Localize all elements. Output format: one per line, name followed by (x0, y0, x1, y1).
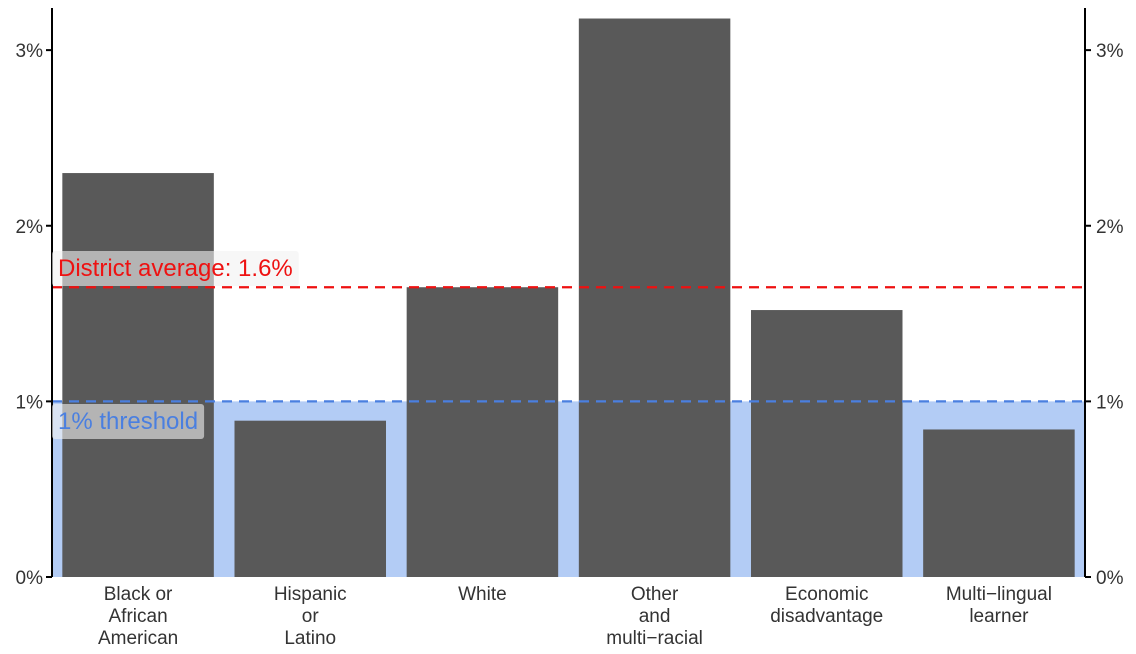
y-tick-label-right: 1% (1096, 392, 1124, 413)
bar (234, 420, 387, 577)
threshold-band (52, 401, 1085, 577)
bar (62, 173, 214, 577)
bar (923, 429, 1075, 577)
x-tick-label: Multi−lingual learner (946, 584, 1052, 627)
x-tick-label: Other and multi−racial (606, 584, 703, 649)
x-tick-label: Hispanic or Latino (274, 584, 347, 649)
x-tick-label: Economic disadvantage (770, 584, 883, 627)
x-tick-label: White (458, 584, 507, 605)
district-average-label: District average: 1.6% (58, 255, 293, 282)
bar (406, 287, 559, 577)
bar (578, 18, 731, 577)
threshold-label: 1% threshold (58, 408, 198, 435)
y-tick-label-right: 3% (1096, 41, 1124, 62)
x-tick-label: Black or African American (98, 584, 178, 649)
y-tick-label-left: 0% (16, 568, 44, 589)
y-tick-label-left: 3% (16, 41, 44, 62)
annotations-group: District average: 1.6% 1% threshold (52, 251, 299, 439)
threshold-label-bg (52, 404, 205, 439)
y-tick-label-left: 1% (16, 392, 44, 413)
y-tick-label-left: 2% (16, 217, 44, 238)
bars-group (62, 18, 1075, 577)
y-tick-label-right: 2% (1096, 217, 1124, 238)
y-ticks-group: 0% 0% 1% 1% 2% 2% 3% 3% (16, 41, 1124, 589)
x-labels-group: Black or African American Hispanic or Latino W… (98, 584, 1052, 649)
y-tick-label-right: 0% (1096, 568, 1124, 589)
bar (750, 310, 903, 577)
district-average-label-bg (52, 251, 299, 286)
